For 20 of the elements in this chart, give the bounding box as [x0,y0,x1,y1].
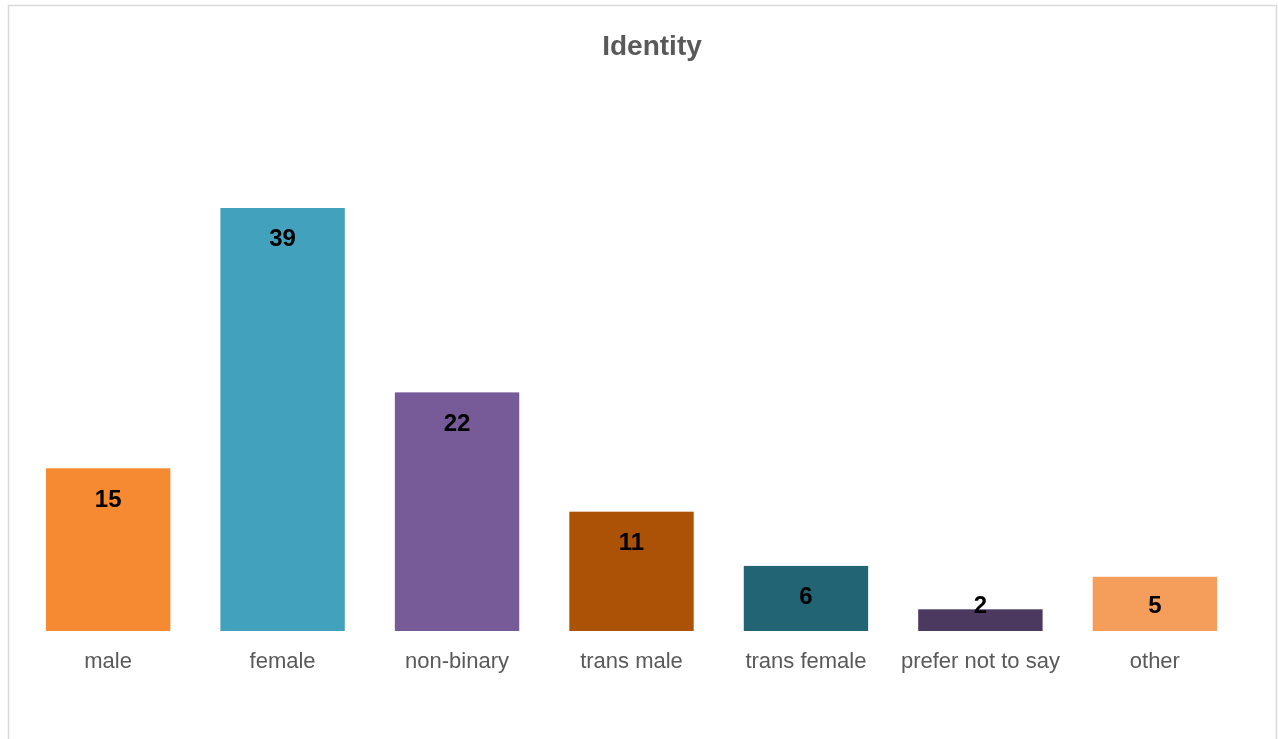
bar [394,392,520,631]
bar [220,208,345,631]
x-tick-label: male [84,647,132,673]
chart-title: Identity [602,29,703,61]
bar [743,565,869,631]
data-label: 6 [799,582,813,610]
bar [1092,576,1218,631]
data-label: 5 [1148,591,1162,619]
bar [45,468,171,631]
data-label: 39 [269,224,296,252]
bar [569,511,694,631]
x-tick-label: trans male [580,647,683,673]
x-tick-label: prefer not to say [900,647,1060,673]
data-label: 11 [618,528,645,556]
data-label: 15 [94,484,122,512]
x-tick-label: non-binary [405,647,510,673]
x-tick-label: trans female [745,647,867,673]
x-tick-label: other [1129,647,1180,673]
data-label: 22 [443,408,471,436]
x-tick-label: female [249,647,316,673]
